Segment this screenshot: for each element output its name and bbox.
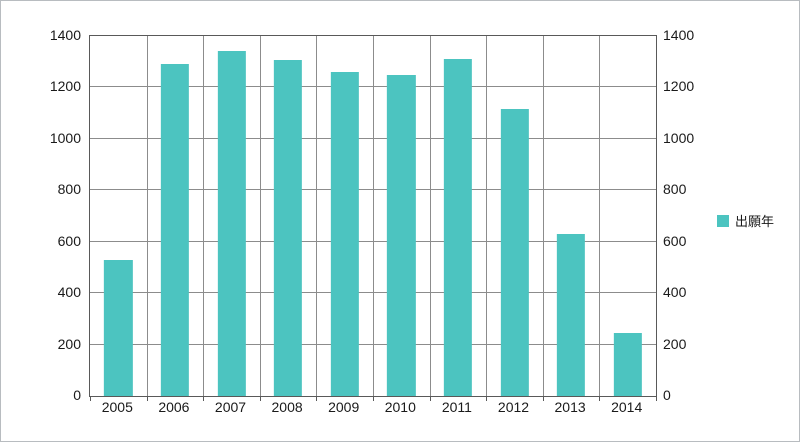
- v-gridline: [486, 36, 488, 396]
- v-gridline: [203, 36, 205, 396]
- bar-2005: [104, 259, 133, 396]
- y-tick-label: 400: [663, 284, 687, 301]
- v-gridline: [259, 36, 261, 396]
- x-tick-mark: [90, 397, 91, 401]
- bar-2012: [500, 109, 529, 396]
- bar-2013: [556, 234, 586, 396]
- y-tick-label: 600: [57, 232, 81, 249]
- x-tick-label: 2013: [554, 399, 586, 415]
- y-tick-label: 200: [57, 335, 81, 352]
- v-gridline: [373, 36, 374, 396]
- bar-2011: [443, 59, 473, 396]
- bar-2010: [387, 74, 416, 396]
- y-tick-label: 1400: [663, 27, 695, 43]
- x-tick-mark: [316, 397, 318, 401]
- x-tick-label: 2011: [441, 399, 472, 415]
- x-tick-mark: [146, 397, 148, 401]
- x-tick-label: 2007: [214, 399, 247, 415]
- x-tick-label: 2008: [271, 399, 303, 415]
- x-axis: 2005 2006 2007 2008 2009 2010 2011 2012 2013 2014: [89, 399, 655, 421]
- x-tick-mark: [599, 397, 601, 401]
- x-tick-mark: [486, 397, 488, 401]
- bar-2008: [273, 60, 303, 396]
- y-tick-label: 1200: [663, 78, 695, 95]
- plot-area: [89, 35, 657, 401]
- bar-2006: [160, 64, 190, 396]
- v-gridline: [429, 36, 431, 396]
- y-tick-label: 1200: [49, 78, 81, 95]
- y-tick-label: 1000: [663, 129, 695, 146]
- x-tick-label: 2014: [611, 399, 643, 415]
- x-tick-label: 2005: [101, 399, 133, 415]
- v-gridline: [599, 36, 601, 396]
- v-gridline: [146, 36, 148, 396]
- legend: 出願年: [717, 211, 774, 230]
- y-tick-label: 0: [73, 387, 81, 403]
- y-axis-left: 0 200 400 600 800 1000 1200 1400: [29, 27, 81, 403]
- y-tick-label: 0: [663, 387, 671, 403]
- y-axis-right: 0 200 400 600 800 1000 1200 1400: [663, 27, 715, 403]
- x-tick-mark: [373, 397, 374, 401]
- v-gridline: [316, 36, 318, 396]
- x-tick-label: 2010: [384, 399, 416, 415]
- legend-swatch: [717, 214, 729, 227]
- y-tick-label: 200: [663, 335, 687, 352]
- x-tick-mark: [542, 397, 544, 401]
- y-tick-label: 1000: [49, 129, 81, 146]
- x-tick-mark: [656, 397, 657, 401]
- x-tick-mark: [429, 397, 431, 401]
- x-tick-mark: [259, 397, 261, 401]
- x-tick-label: 2006: [158, 399, 190, 415]
- y-tick-label: 800: [57, 181, 81, 198]
- y-tick-label: 600: [663, 232, 687, 249]
- bar-2009: [330, 72, 359, 396]
- v-gridline: [542, 36, 544, 396]
- legend-label: 出願年: [735, 214, 775, 229]
- y-tick-label: 800: [663, 181, 687, 198]
- bar-2014: [613, 333, 642, 396]
- x-tick-label: 2009: [328, 399, 360, 415]
- y-tick-label: 400: [57, 284, 81, 301]
- x-tick-mark: [203, 397, 205, 401]
- bar-2007: [217, 51, 246, 396]
- x-tick-label: 2012: [497, 399, 530, 415]
- y-tick-label: 1400: [49, 27, 81, 43]
